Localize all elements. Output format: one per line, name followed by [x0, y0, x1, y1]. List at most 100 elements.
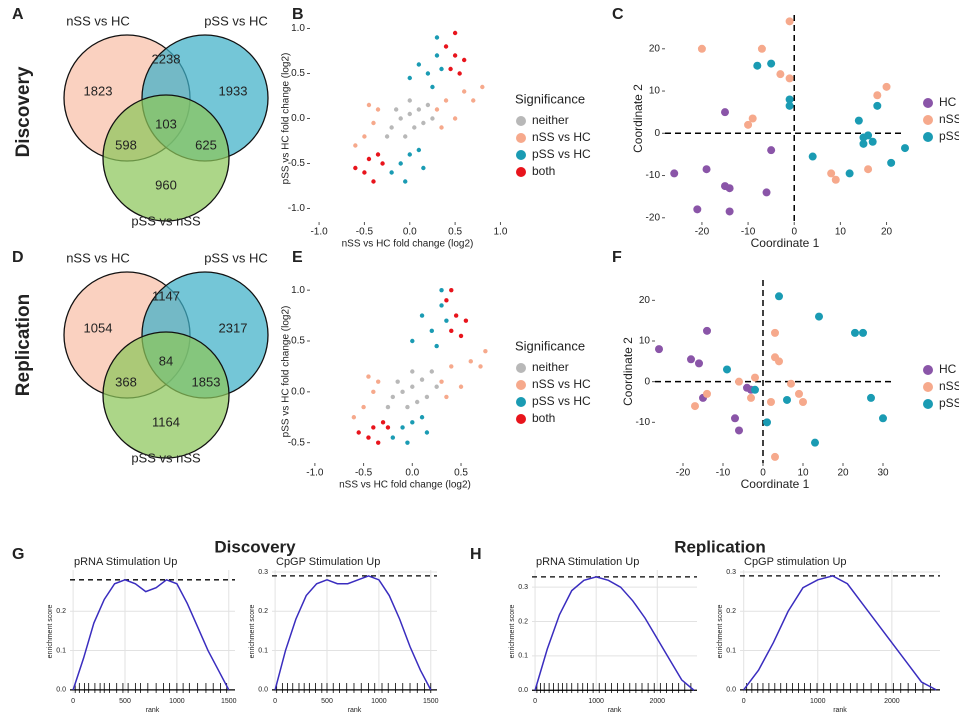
legend-label: nSS vs HC [532, 377, 591, 391]
set-label: pSS vs HC [204, 13, 268, 28]
x-tick-label: 1500 [221, 698, 237, 705]
legend-title: Significance [515, 91, 585, 106]
point [424, 394, 430, 400]
point [366, 374, 371, 379]
point [410, 384, 415, 389]
point [390, 435, 396, 440]
region-count: 2238 [152, 51, 181, 66]
point [691, 402, 699, 411]
y-tick-label: -10 [636, 417, 651, 428]
point [751, 373, 759, 382]
point [375, 152, 381, 157]
point [827, 169, 836, 178]
x-tick-label: 0.5 [454, 468, 468, 479]
y-tick-label: 0.3 [726, 569, 736, 576]
x-tick-label: 0 [533, 698, 537, 705]
point [864, 131, 873, 140]
panel-letter: B [292, 6, 304, 23]
point [725, 184, 734, 193]
point [775, 292, 783, 301]
y-axis-label: Coordinate 2 [621, 337, 635, 406]
y-tick-label: 0.0 [726, 687, 736, 694]
point [424, 430, 430, 435]
point [434, 53, 440, 58]
point [434, 107, 440, 112]
point [452, 53, 458, 58]
point [416, 62, 422, 67]
point [785, 17, 794, 26]
point [747, 393, 755, 402]
y-tick-label: -1.0 [288, 203, 306, 214]
legend-label: pSS vs HC [532, 394, 591, 408]
y-tick-label: 0.2 [518, 618, 528, 625]
point [419, 415, 425, 420]
point [735, 426, 743, 435]
point [461, 89, 467, 94]
x-tick-label: 1500 [423, 698, 439, 705]
x-axis-label: nSS vs HC fold change (log2) [339, 480, 471, 491]
point [375, 107, 381, 112]
legend-swatch [923, 132, 933, 142]
legend-swatch [516, 150, 526, 160]
point [429, 369, 434, 374]
point [864, 165, 873, 174]
y-tick-label: 1.0 [291, 23, 305, 34]
x-tick-label: 1000 [169, 698, 185, 705]
region-count: 960 [155, 177, 177, 192]
point [395, 379, 400, 384]
point [362, 170, 367, 175]
region-count: 1853 [192, 374, 221, 389]
y-axis-label: enrichment score [509, 605, 516, 659]
point [776, 70, 785, 79]
x-tick-label: -10 [741, 227, 756, 238]
point [457, 71, 462, 76]
subplot-title: pRNA Stimulation Up [536, 556, 639, 568]
legend-swatch [516, 133, 526, 143]
point [721, 108, 729, 117]
point [771, 452, 779, 461]
point [439, 66, 444, 72]
point [480, 84, 485, 90]
point [403, 134, 408, 139]
point [461, 57, 467, 63]
x-tick-label: 0 [273, 698, 277, 705]
panel-letter: A [12, 6, 24, 23]
panel-letter: C [612, 6, 624, 23]
legend-label: pSS [939, 396, 959, 410]
point [434, 35, 440, 40]
y-axis-label: enrichment score [47, 605, 54, 659]
y-tick-label: 0.0 [291, 386, 305, 397]
point [385, 425, 391, 430]
point [366, 102, 372, 108]
subplot-title: pRNA Stimulation Up [74, 556, 177, 568]
y-tick-label: 0.2 [258, 608, 268, 615]
x-tick-label: 10 [797, 468, 809, 479]
point [407, 98, 412, 103]
region-count: 1164 [152, 414, 180, 429]
point [419, 313, 425, 318]
point [731, 414, 739, 423]
y-tick-label: 20 [649, 43, 661, 54]
point [430, 84, 435, 90]
point [410, 420, 415, 425]
point [785, 95, 794, 104]
es-line [534, 576, 695, 691]
x-tick-label: 1000 [371, 698, 387, 705]
legend-label: nSS [939, 112, 959, 126]
point [353, 165, 358, 171]
point [859, 139, 868, 148]
es-line [743, 575, 937, 691]
point [353, 143, 358, 148]
region-count: 598 [115, 137, 137, 152]
point [430, 116, 435, 121]
y-tick-label: 0 [654, 128, 660, 139]
point [366, 156, 372, 162]
point [376, 379, 381, 384]
point [371, 179, 376, 184]
point [425, 102, 431, 108]
region-count: 84 [159, 353, 173, 368]
point [416, 107, 422, 112]
legend-swatch [923, 399, 933, 409]
region-count: 2317 [219, 320, 248, 335]
